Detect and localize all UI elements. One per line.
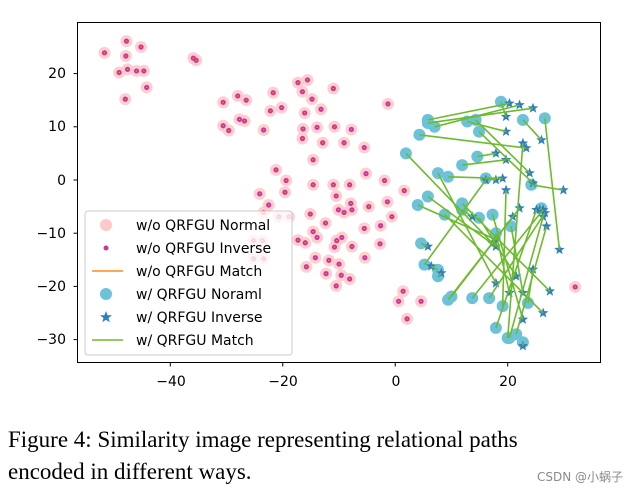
w-match-line — [500, 101, 507, 117]
w-inverse-point — [500, 154, 512, 165]
plot-marks — [98, 35, 582, 351]
y-tick-label: −20 — [36, 279, 66, 295]
w-inverse-point — [504, 97, 515, 108]
w-match-line — [510, 226, 524, 293]
scatter-chart: −40 −20 0 20 20 10 0 −10 −20 −30 w/o QRF… — [36, 22, 601, 390]
w-inverse-point — [426, 260, 437, 271]
w-match-line — [417, 204, 497, 241]
w-match-line — [423, 179, 487, 266]
w-inverse-point — [500, 184, 512, 195]
legend-label: w/o QRFGU Normal — [136, 218, 270, 234]
w-match-line — [427, 195, 497, 248]
y-tick-label: 10 — [48, 119, 66, 135]
w-match-line — [485, 177, 497, 181]
w-match-line — [467, 120, 507, 133]
y-tick-label: −10 — [36, 226, 66, 242]
w-match-line — [491, 214, 524, 320]
w-match-line — [420, 242, 429, 248]
w-inverse-point — [517, 137, 529, 148]
legend: w/o QRFGU Normal w/o QRFGU Inverse w/o Q… — [84, 210, 293, 356]
w-match-line — [419, 133, 527, 149]
w-inverse-point — [539, 207, 551, 218]
w-match-line — [427, 107, 534, 124]
legend-label: w/ QRFGU Inverse — [136, 310, 263, 326]
legend-marker-w-inverse-star-icon — [100, 311, 112, 323]
w-match-line — [461, 202, 551, 292]
w-match-line — [477, 152, 497, 158]
w-match-line — [444, 214, 544, 314]
w-match-line — [478, 130, 534, 184]
w-match-line — [427, 102, 510, 121]
figure-caption: Figure 4: Similarity image representing … — [8, 424, 633, 488]
x-tick-label: −40 — [156, 374, 186, 390]
w-inverse-point — [490, 147, 502, 158]
w-inverse-point — [480, 174, 491, 185]
w-match-line — [448, 176, 503, 180]
caption-line-1: Figure 4: Similarity image representing … — [8, 427, 518, 452]
axes-frame — [77, 22, 601, 363]
legend-label: w/ QRFGU Noraml — [136, 287, 262, 303]
legend-marker-wo-inverse — [103, 245, 109, 251]
legend-label: w/o QRFGU Inverse — [136, 241, 271, 257]
w-match-line — [461, 209, 473, 218]
legend-box — [84, 210, 293, 356]
w-match-line — [405, 152, 494, 244]
w-inverse-point — [514, 202, 525, 213]
w-match-line — [495, 233, 511, 293]
w-inverse-point — [514, 99, 525, 110]
w-match-line — [501, 190, 507, 307]
w-match-line — [437, 272, 442, 277]
w-match-line — [531, 183, 564, 191]
w-match-line — [508, 216, 544, 339]
w-match-line — [506, 143, 524, 339]
w-match-line — [478, 217, 517, 277]
x-tick-label: 0 — [392, 374, 401, 390]
x-tick-label: 20 — [499, 374, 517, 390]
axis-ticks — [73, 73, 509, 367]
x-tick-label: −20 — [268, 374, 298, 390]
y-tick-label: 20 — [48, 66, 66, 82]
y-tick-label: −30 — [36, 332, 66, 348]
w-match-line — [522, 119, 543, 141]
caption-line-2: encoded in different ways. — [8, 459, 252, 484]
watermark: CSDN @小蜗子 — [536, 470, 623, 484]
w-match-line — [495, 209, 538, 329]
legend-marker-w-normal — [100, 288, 112, 300]
legend-label: w/ QRFGU Match — [136, 333, 254, 349]
legend-label: w/o QRFGU Match — [136, 264, 262, 280]
w-match-line — [437, 172, 497, 284]
w-inverse-point — [527, 102, 539, 113]
w-match-line — [527, 269, 534, 304]
w-inverse-point — [541, 220, 552, 231]
w-match-line — [462, 158, 507, 166]
w-match-line — [544, 118, 561, 250]
legend-marker-wo-normal — [100, 219, 112, 231]
w-inverse-point — [436, 267, 447, 278]
w-match-line — [539, 207, 543, 211]
w-inverse-point — [527, 263, 539, 274]
w-match-line — [430, 265, 439, 271]
y-tick-label: 0 — [57, 173, 66, 189]
